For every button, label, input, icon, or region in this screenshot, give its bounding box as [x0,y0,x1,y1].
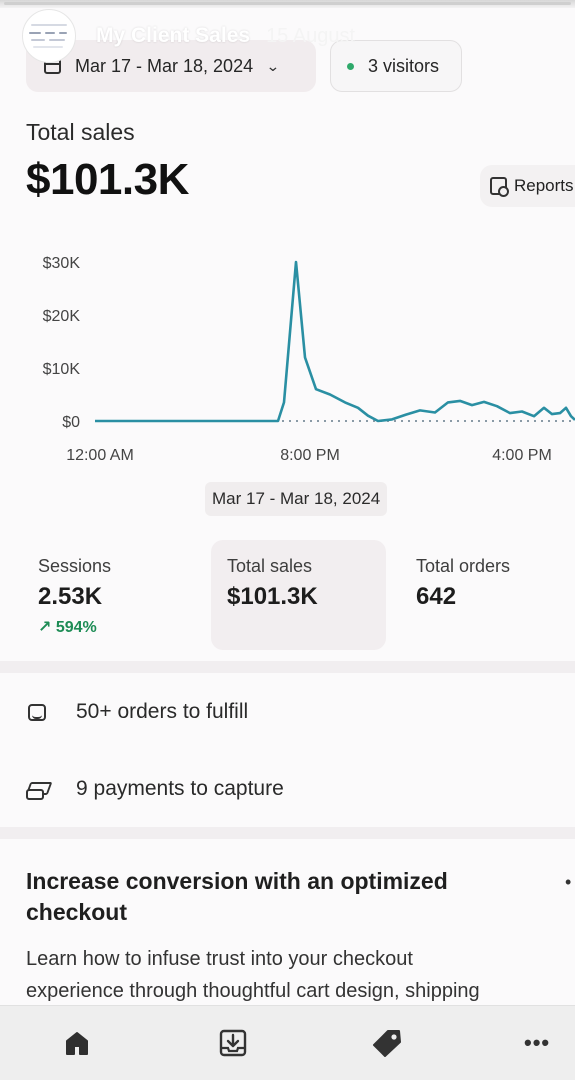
task-label: 50+ orders to fulfill [76,700,249,723]
total-sales-value: $101.3K [26,155,189,204]
story-date: 15 August [266,24,356,47]
promo-card-body: Learn how to infuse trust into your chec… [26,943,575,1007]
metric-label: Total sales [227,556,313,576]
chart-range-label: Mar 17 - Mar 18, 2024 [205,482,388,516]
x-tick-label: 12:00 AM [66,447,134,464]
date-range-label: Mar 17 - Mar 18, 2024 [75,55,254,76]
story-account-name[interactable]: My Client Sales [96,24,251,47]
orders-icon[interactable] [218,1028,248,1058]
task-orders-to-fulfill[interactable]: 50+ orders to fulfill [26,700,248,724]
more-icon[interactable]: ••• [524,1030,551,1055]
home-icon[interactable] [64,1030,90,1056]
section-divider [0,661,575,673]
metric-value: $101.3K [227,583,318,610]
promo-card-title[interactable]: Increase conversion with an optimized ch… [26,868,448,925]
inbox-icon [28,703,46,721]
metric-value: 642 [416,583,457,610]
metric-label: Total orders [416,556,511,576]
total-sales-title: Total sales [26,119,135,145]
products-tag-icon[interactable] [371,1028,403,1058]
promo-card-body-line: experience through thoughtful cart desig… [26,980,480,1002]
metric-sessions[interactable]: Sessions 2.53K ↗ 594% [22,540,197,650]
cash-icon [26,782,48,800]
date-range-selector[interactable]: Mar 17 - Mar 18, 2024 ⌄ [26,40,316,92]
metric-total-orders[interactable]: Total orders 642 [400,540,575,650]
story-header: My Client Sales 15 August [22,8,355,64]
y-tick-label: $0 [62,414,80,431]
report-icon [490,177,509,197]
x-tick-label: 8:00 PM [280,447,340,464]
y-tick-label: $10K [43,361,81,378]
section-divider [0,827,575,839]
live-visitors-button[interactable]: 3 visitors [330,40,462,92]
sales-series-line [95,260,575,423]
metric-value: 2.53K [38,583,103,610]
promo-card-body-line: Learn how to infuse trust into your chec… [26,948,413,970]
metric-label: Sessions [38,556,112,576]
avatar[interactable] [22,9,76,63]
visitors-label: 3 visitors [368,55,440,76]
card-menu-dot-icon[interactable]: • [565,872,572,892]
live-status-dot-icon [347,62,354,70]
filter-row: Mar 17 - Mar 18, 2024 ⌄ 3 visitors [26,40,462,92]
y-tick-label: $20K [43,308,81,325]
y-tick-label: $30K [43,255,81,272]
task-label: 9 payments to capture [76,777,284,800]
chevron-down-icon: ⌄ [265,57,281,74]
sales-line-chart[interactable]: $30K $20K $10K $0 12:00 AM 8:00 PM 4:00 PM [0,232,575,472]
metric-total-sales[interactable]: Total sales $101.3K [211,540,386,650]
bottom-navigation: ••• [0,1005,575,1080]
story-progress-bar [0,0,575,8]
reports-button[interactable]: Reports [480,165,575,207]
x-tick-label: 4:00 PM [492,447,552,464]
metric-change: ↗ 594% [38,619,97,636]
reports-button-label: Reports [514,176,574,195]
task-payments-to-capture[interactable]: 9 payments to capture [26,777,284,801]
metrics-row: Sessions 2.53K ↗ 594% Total sales $101.3… [22,540,575,652]
